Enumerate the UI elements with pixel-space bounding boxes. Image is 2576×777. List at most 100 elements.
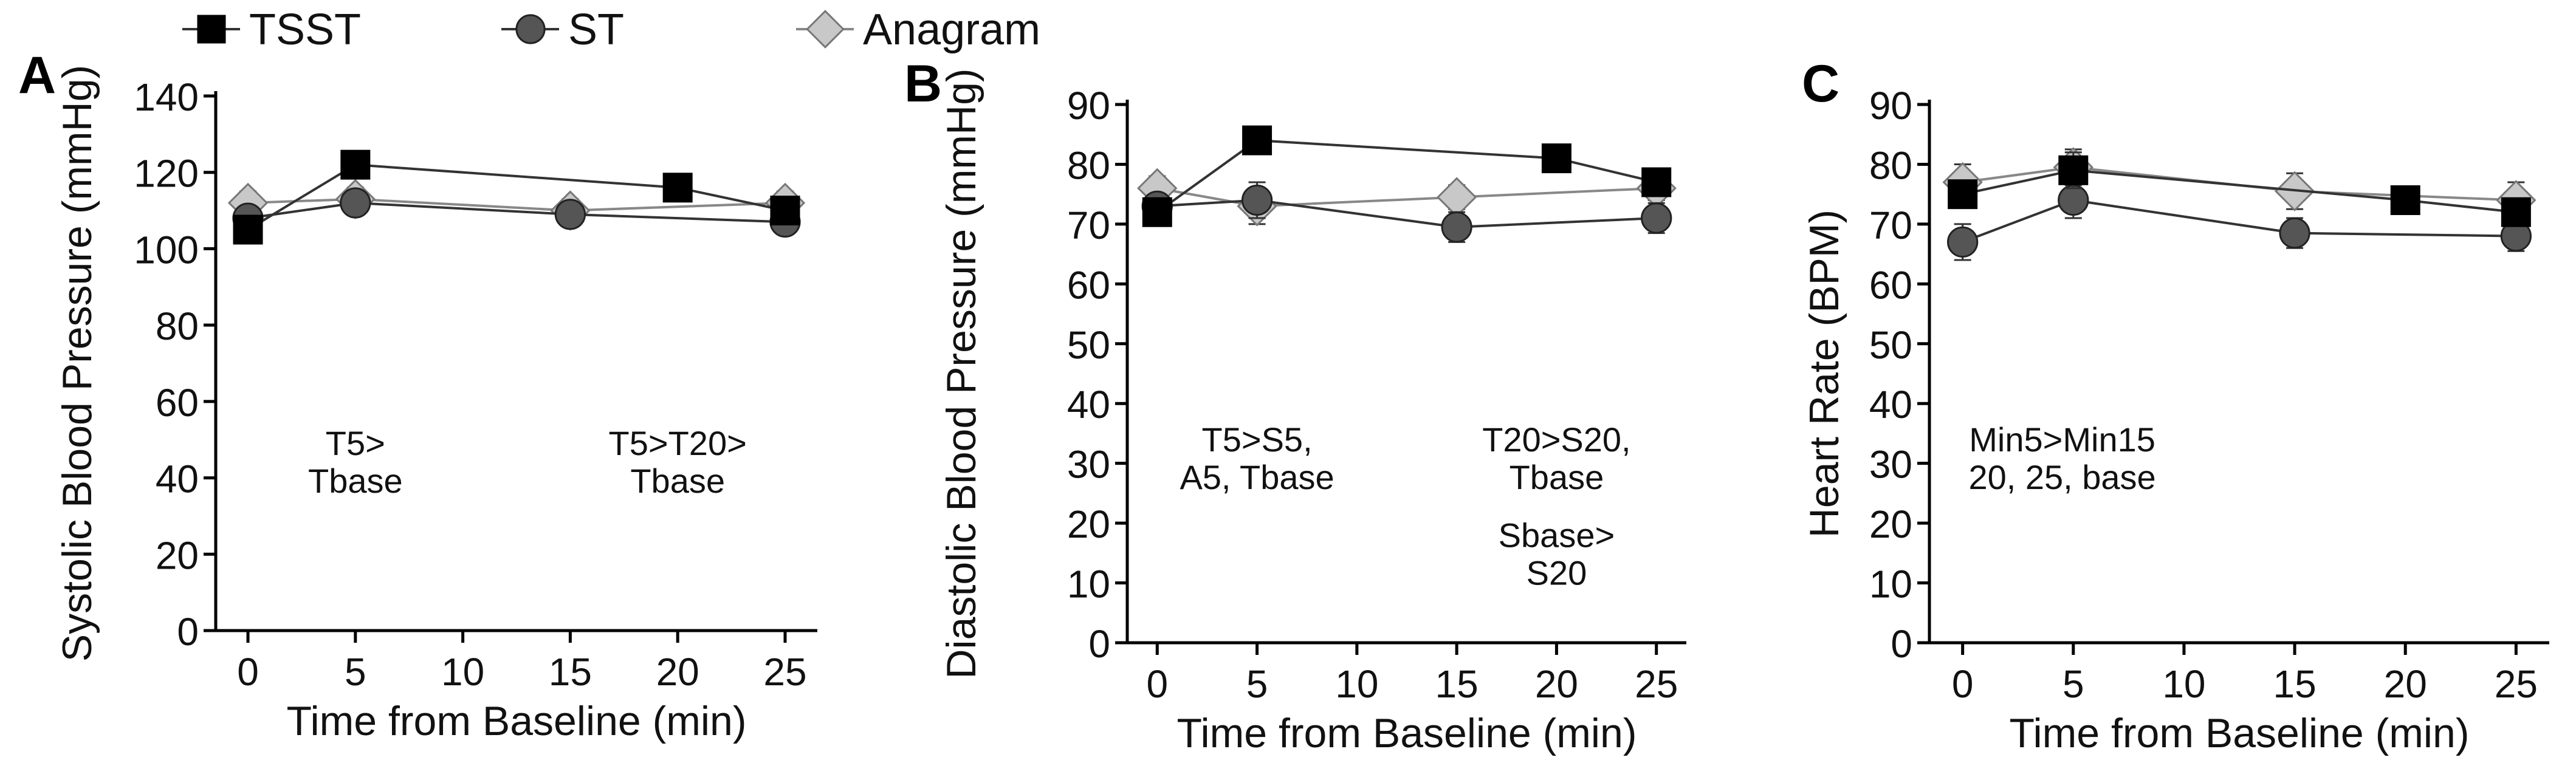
annotation: T5>Tbase xyxy=(308,424,403,500)
x-tick-label: 0 xyxy=(237,650,259,694)
data-point xyxy=(340,149,371,180)
y-tick-label: 60 xyxy=(156,381,199,425)
data-point xyxy=(1948,179,1978,210)
data-point xyxy=(770,196,800,226)
annotation-line: T5>S5, xyxy=(1202,420,1313,459)
annotation: T5>S5,A5, Tbase xyxy=(1180,420,1334,496)
data-point xyxy=(662,173,693,203)
y-tick-label: 140 xyxy=(134,75,199,119)
data-point xyxy=(233,214,263,245)
annotation: T5>T20>Tbase xyxy=(609,424,747,500)
series-st xyxy=(1946,181,2532,261)
y-tick-label: 0 xyxy=(177,610,199,654)
data-point xyxy=(1436,177,1477,217)
y-tick-label: 20 xyxy=(1067,502,1110,546)
y-tick-label: 80 xyxy=(156,304,199,348)
x-axis-title: Time from Baseline (min) xyxy=(2010,710,2470,756)
data-point xyxy=(1641,202,1672,234)
series-line xyxy=(1157,199,1657,228)
x-axis-title: Time from Baseline (min) xyxy=(287,698,747,744)
data-point xyxy=(2058,155,2089,185)
y-axis-title: Heart Rate (BPM) xyxy=(1801,210,1847,538)
y-tick-label: 60 xyxy=(1869,263,1912,307)
data-point xyxy=(2058,184,2089,216)
data-point xyxy=(2279,217,2310,249)
data-point xyxy=(1641,167,1672,197)
annotation-line: Tbase xyxy=(308,462,403,500)
data-point xyxy=(1441,211,1472,243)
annotation-line: S20 xyxy=(1527,553,1587,592)
y-tick-label: 0 xyxy=(1088,622,1110,666)
y-tick-label: 30 xyxy=(1067,443,1110,487)
annotation-line: 20, 25, base xyxy=(1968,458,2155,496)
y-tick-label: 10 xyxy=(1067,563,1110,606)
legend: TSST ST Anagram xyxy=(182,5,1040,54)
y-axis-title: Diastolic Blood Pressure (mmHg) xyxy=(938,68,984,679)
y-tick-label: 40 xyxy=(156,457,199,501)
series-anagram xyxy=(1137,168,1677,227)
panel-label: B xyxy=(904,55,942,113)
y-tick-label: 100 xyxy=(134,228,199,272)
legend-label: Anagram xyxy=(863,5,1040,54)
series-line xyxy=(1156,139,1657,213)
x-tick-label: 15 xyxy=(1435,662,1479,706)
legend-label: ST xyxy=(568,5,624,54)
y-tick-label: 70 xyxy=(1869,204,1912,247)
x-tick-label: 5 xyxy=(2063,662,2084,706)
x-tick-label: 5 xyxy=(1246,662,1268,706)
x-tick-label: 0 xyxy=(1146,662,1168,706)
series-line xyxy=(1962,199,2516,244)
x-tick-label: 15 xyxy=(549,650,592,694)
x-axis-title: Time from Baseline (min) xyxy=(1177,710,1637,756)
x-tick-label: 10 xyxy=(2162,662,2205,706)
y-tick-label: 0 xyxy=(1891,622,1912,666)
y-tick-label: 40 xyxy=(1869,383,1912,426)
y-axis-title: Systolic Blood Pressure (mmHg) xyxy=(54,65,100,662)
legend-marker-circle-icon xyxy=(515,14,546,44)
y-tick-label: 20 xyxy=(156,533,199,577)
annotation-line: Min5>Min15 xyxy=(1969,420,2155,459)
x-tick-label: 20 xyxy=(656,650,699,694)
data-point xyxy=(1541,143,1571,174)
series-line xyxy=(1156,187,1657,208)
annotation-line: T5>T20> xyxy=(609,424,747,462)
series-line xyxy=(247,201,786,224)
data-point xyxy=(1946,226,1979,258)
annotation-line: T20>S20, xyxy=(1482,420,1630,459)
data-point xyxy=(2501,197,2531,227)
y-tick-label: 50 xyxy=(1067,323,1110,367)
y-tick-label: 80 xyxy=(1869,143,1912,187)
legend-label: TSST xyxy=(249,5,361,54)
x-tick-label: 10 xyxy=(441,650,484,694)
y-tick-label: 70 xyxy=(1067,204,1110,247)
legend-entry-st: ST xyxy=(501,5,624,54)
series-tsst xyxy=(233,149,800,245)
data-point xyxy=(1242,125,1273,156)
x-tick-label: 20 xyxy=(2384,662,2427,706)
panel-a: A 0 20 40 60 80 100 120 140 0 5 10 15 20 25 Time from B… xyxy=(18,46,817,744)
data-point xyxy=(554,199,586,230)
panel-label: A xyxy=(18,46,56,104)
data-point xyxy=(1142,197,1172,227)
annotation: T20>S20,Tbase xyxy=(1482,420,1630,496)
data-point xyxy=(340,187,371,219)
y-tick-label: 50 xyxy=(1869,323,1912,367)
data-point xyxy=(2390,185,2420,216)
series-tsst xyxy=(1948,151,2531,227)
legend-entry-anagram: Anagram xyxy=(796,5,1040,54)
annotation-line: T5> xyxy=(326,424,385,462)
panel-c: C 0 10 20 30 40 50 60 70 80 90 0 5 10 15 20 25 Time from … xyxy=(1801,55,2549,756)
y-tick-label: 60 xyxy=(1067,263,1110,307)
y-tick-label: 20 xyxy=(1869,502,1912,546)
legend-marker-square-icon xyxy=(197,15,226,44)
x-tick-label: 0 xyxy=(1952,662,1974,706)
x-tick-label: 25 xyxy=(2495,662,2538,706)
panel-label: C xyxy=(1802,55,1839,113)
y-tick-label: 90 xyxy=(1869,84,1912,128)
series-tsst xyxy=(1142,125,1672,227)
series-line xyxy=(1962,166,2516,202)
legend-entry-tsst: TSST xyxy=(182,5,361,54)
